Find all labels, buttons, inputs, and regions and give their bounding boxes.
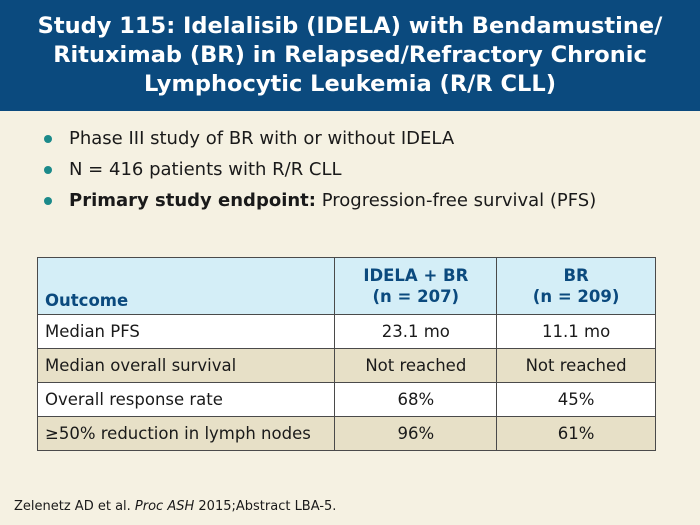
table-row: Median PFS 23.1 mo 11.1 mo bbox=[36, 314, 656, 349]
citation-authors: Zelenetz AD et al. bbox=[14, 499, 135, 514]
slide-header: Study 115: Idelalisib (IDELA) with Benda… bbox=[0, 0, 700, 111]
citation-journal: Proc ASH bbox=[134, 499, 195, 514]
bullet-dot-icon bbox=[44, 166, 52, 174]
bullet-item: N = 416 patients with R/R CLL bbox=[44, 158, 644, 182]
bullet-dot-icon bbox=[44, 197, 52, 205]
row-label: Overall response rate bbox=[36, 382, 336, 417]
table-header-row: Outcome IDELA + BR (n = 207) BR (n = 209… bbox=[36, 257, 656, 315]
title-line-3: Lymphocytic Leukemia (R/R CLL) bbox=[143, 71, 556, 97]
cell-br: 11.1 mo bbox=[496, 314, 656, 349]
header-idela-br-name: IDELA + BR bbox=[363, 266, 469, 285]
table-row: Median overall survival Not reached Not … bbox=[36, 348, 656, 383]
title-line-1: Study 115: Idelalisib (IDELA) with Benda… bbox=[37, 13, 663, 39]
header-idela-br-n: (n = 207) bbox=[372, 287, 460, 306]
table-row: ≥50% reduction in lymph nodes 96% 61% bbox=[36, 416, 656, 451]
header-idela-br: IDELA + BR (n = 207) bbox=[334, 257, 498, 315]
bullet-text: N = 416 patients with R/R CLL bbox=[69, 159, 342, 180]
cell-idela-br: Not reached bbox=[334, 348, 498, 383]
citation-details: 2015;Abstract LBA-5. bbox=[194, 499, 337, 514]
row-label: Median PFS bbox=[36, 314, 336, 349]
row-label: Median overall survival bbox=[36, 348, 336, 383]
cell-idela-br: 68% bbox=[334, 382, 498, 417]
cell-idela-br: 23.1 mo bbox=[334, 314, 498, 349]
bullet-item: Primary study endpoint: Progression-free… bbox=[44, 189, 644, 213]
cell-br: 45% bbox=[496, 382, 656, 417]
table-row: Overall response rate 68% 45% bbox=[36, 382, 656, 417]
title-line-2: Rituximab (BR) in Relapsed/Refractory Ch… bbox=[53, 42, 647, 68]
slide-title: Study 115: Idelalisib (IDELA) with Benda… bbox=[20, 12, 680, 99]
bullet-text: Progression-free survival (PFS) bbox=[315, 190, 597, 211]
header-outcome: Outcome bbox=[36, 257, 336, 315]
bullet-dot-icon bbox=[44, 135, 52, 143]
cell-idela-br: 96% bbox=[334, 416, 498, 451]
citation-footnote: Zelenetz AD et al. Proc ASH 2015;Abstrac… bbox=[14, 499, 336, 514]
cell-br: Not reached bbox=[496, 348, 656, 383]
cell-br: 61% bbox=[496, 416, 656, 451]
bullet-list: Phase III study of BR with or without ID… bbox=[44, 127, 644, 220]
bullet-bold-text: Primary study endpoint: bbox=[69, 190, 316, 211]
header-br: BR (n = 209) bbox=[496, 257, 656, 315]
bullet-item: Phase III study of BR with or without ID… bbox=[44, 127, 644, 151]
row-label: ≥50% reduction in lymph nodes bbox=[36, 416, 336, 451]
header-br-n: (n = 209) bbox=[532, 287, 620, 306]
bullet-text: Phase III study of BR with or without ID… bbox=[69, 128, 455, 149]
header-br-name: BR bbox=[563, 266, 589, 285]
outcomes-table: Outcome IDELA + BR (n = 207) BR (n = 209… bbox=[36, 257, 656, 451]
